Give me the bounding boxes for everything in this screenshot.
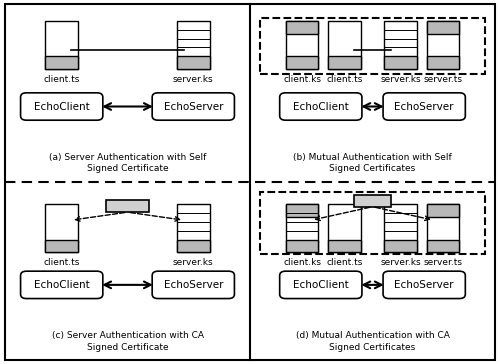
Text: server.ks: server.ks [173, 258, 214, 267]
Text: client.ts: client.ts [326, 75, 362, 84]
Bar [46, 56, 78, 69]
Bar [426, 21, 460, 69]
Bar [354, 195, 392, 207]
Bar [286, 21, 318, 34]
Bar [328, 21, 361, 69]
Bar [426, 21, 460, 34]
Bar [328, 240, 361, 252]
Bar [426, 56, 460, 69]
FancyBboxPatch shape [20, 271, 103, 298]
Bar [177, 56, 210, 69]
Text: (c) Server Authentication with CA
Signed Certificate: (c) Server Authentication with CA Signed… [52, 331, 204, 352]
Text: client.ts: client.ts [44, 258, 80, 267]
Bar [177, 240, 210, 252]
Text: EchoClient: EchoClient [34, 280, 90, 290]
Bar [286, 56, 318, 69]
Bar [426, 21, 460, 34]
Text: client.ks: client.ks [283, 258, 321, 267]
Bar [286, 205, 318, 217]
Bar [426, 205, 460, 252]
Text: client.ks: client.ks [283, 75, 321, 84]
Bar [177, 21, 210, 69]
Text: (d) Mutual Authentication with CA
Signed Certificates: (d) Mutual Authentication with CA Signed… [296, 331, 450, 352]
FancyBboxPatch shape [383, 93, 466, 120]
Bar [384, 56, 417, 69]
Bar [286, 56, 318, 69]
Bar [328, 240, 361, 252]
Bar [286, 240, 318, 252]
Bar [426, 205, 460, 217]
Bar [384, 240, 417, 252]
Bar [286, 21, 318, 69]
Bar [384, 205, 417, 252]
Text: EchoServer: EchoServer [394, 102, 454, 111]
Bar [286, 21, 318, 34]
Text: EchoClient: EchoClient [293, 102, 348, 111]
Text: server.ks: server.ks [380, 258, 421, 267]
Bar [46, 56, 78, 69]
Bar [384, 56, 417, 69]
Bar [46, 240, 78, 252]
FancyBboxPatch shape [152, 93, 234, 120]
Text: (b) Mutual Authentication with Self
Signed Certificates: (b) Mutual Authentication with Self Sign… [293, 153, 452, 174]
Text: server.ts: server.ts [424, 75, 463, 84]
Bar [328, 205, 361, 252]
Bar [426, 205, 460, 217]
Bar [106, 200, 148, 212]
Bar [46, 21, 78, 69]
Text: EchoServer: EchoServer [164, 280, 223, 290]
Text: client.ts: client.ts [326, 258, 362, 267]
Bar [328, 56, 361, 69]
Bar [260, 193, 486, 254]
Bar [177, 240, 210, 252]
Bar [177, 205, 210, 252]
Text: server.ks: server.ks [380, 75, 421, 84]
Bar [46, 205, 78, 252]
Text: EchoClient: EchoClient [34, 102, 90, 111]
FancyBboxPatch shape [383, 271, 466, 298]
Bar [328, 56, 361, 69]
Bar [46, 240, 78, 252]
FancyBboxPatch shape [280, 93, 362, 120]
FancyBboxPatch shape [280, 271, 362, 298]
Text: EchoServer: EchoServer [394, 280, 454, 290]
FancyBboxPatch shape [152, 271, 234, 298]
Text: (a) Server Authentication with Self
Signed Certificate: (a) Server Authentication with Self Sign… [49, 153, 206, 174]
Text: EchoServer: EchoServer [164, 102, 223, 111]
FancyBboxPatch shape [20, 93, 103, 120]
Bar [384, 240, 417, 252]
Bar [426, 240, 460, 252]
Bar [384, 21, 417, 69]
Text: server.ts: server.ts [424, 258, 463, 267]
Bar [286, 240, 318, 252]
Text: EchoClient: EchoClient [293, 280, 348, 290]
Bar [286, 205, 318, 252]
Bar [260, 17, 486, 74]
Text: client.ts: client.ts [44, 75, 80, 84]
Text: server.ks: server.ks [173, 75, 214, 84]
Bar [286, 205, 318, 217]
Bar [426, 56, 460, 69]
Bar [177, 56, 210, 69]
Bar [426, 240, 460, 252]
